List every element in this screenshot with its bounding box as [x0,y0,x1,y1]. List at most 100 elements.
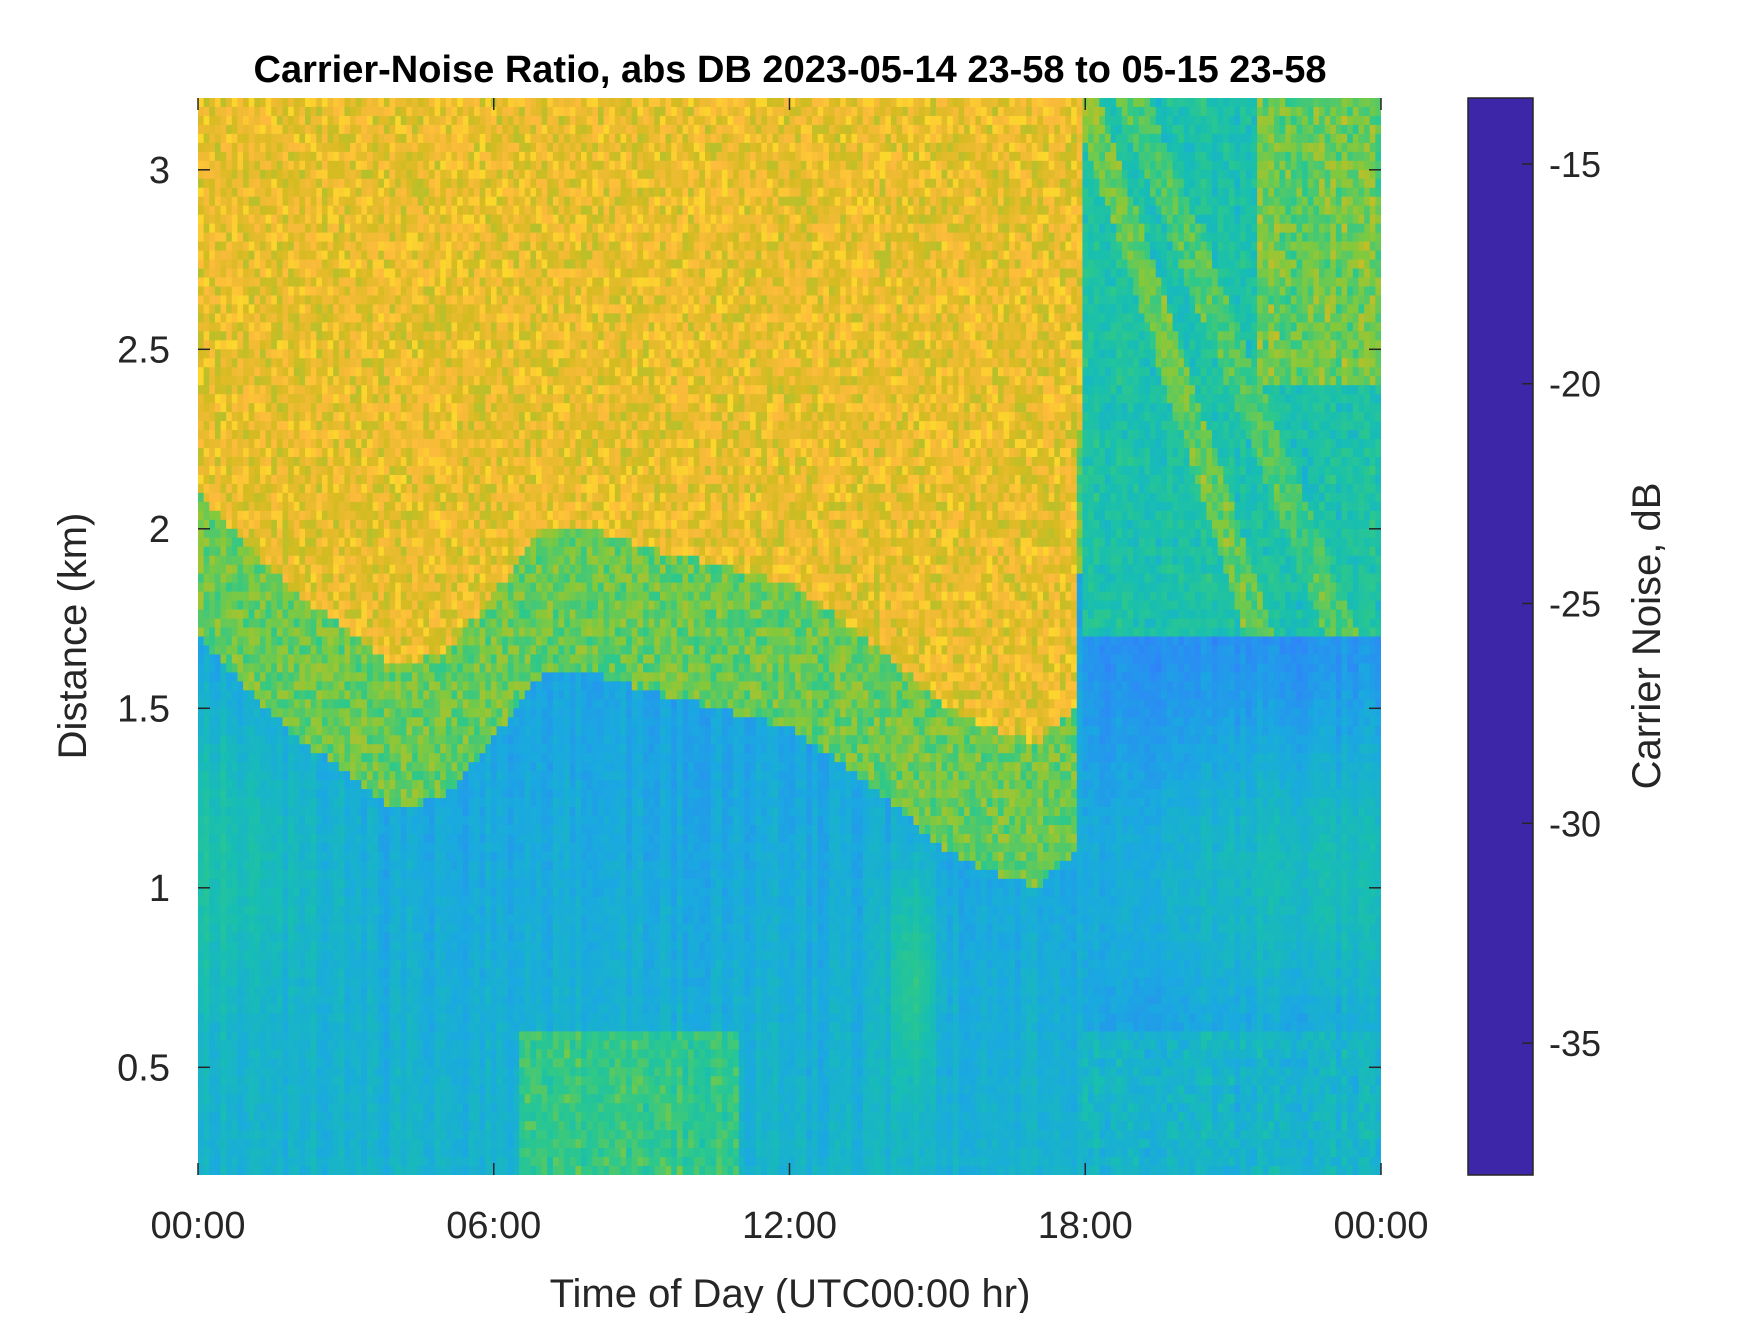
heatmap-cell [879,214,886,225]
heatmap-cell [1076,241,1084,252]
heatmap-cell [1352,205,1360,216]
heatmap-cell [485,241,492,252]
heatmap-cell [1059,214,1067,225]
heatmap-cell [513,277,520,288]
heatmap-cell [220,196,227,207]
heatmap-cell [924,259,931,270]
heatmap-cell [688,295,695,306]
heatmap-cell [643,142,650,153]
heatmap-cell [355,304,362,314]
heatmap-cell [288,178,295,189]
heatmap-cell [750,142,757,153]
heatmap-cell [1161,250,1168,261]
heatmap-cell [462,286,469,297]
heatmap-cell [648,169,655,180]
heatmap-cell [1279,295,1286,306]
heatmap-cell [321,178,329,189]
heatmap-cell [1273,133,1281,144]
heatmap-cell [1364,196,1371,207]
heatmap-cell [935,205,943,216]
heatmap-cell [840,142,847,153]
heatmap-cell [468,142,475,153]
heatmap-cell [395,268,402,279]
heatmap-cell [372,187,379,198]
heatmap-cell [710,259,717,270]
heatmap-cell [485,124,492,135]
heatmap-cell [1257,124,1264,135]
heatmap-cell [952,277,960,288]
heatmap-cell [1290,205,1298,216]
heatmap-cell [828,223,836,234]
heatmap-cell [699,160,706,171]
heatmap-cell [1358,205,1365,216]
heatmap-cell [1375,241,1381,252]
heatmap-cell [1026,160,1033,171]
heatmap-cell [1048,151,1055,162]
heatmap-cell [907,205,915,216]
heatmap-cell [693,160,700,171]
heatmap-cell [1251,295,1258,306]
heatmap-cell [434,214,441,225]
heatmap-cell [693,151,700,162]
heatmap-cell [558,259,565,270]
heatmap-cell [198,241,205,252]
heatmap-cell [896,160,903,171]
heatmap-cell [214,223,222,234]
heatmap-cell [1183,214,1191,225]
heatmap-cell [812,151,819,162]
heatmap-cell [1065,187,1072,198]
heatmap-cell [868,214,875,225]
heatmap-cell [434,98,441,108]
heatmap-cell [372,106,379,117]
heatmap-cell [834,106,841,117]
heatmap-cell [1121,98,1129,108]
heatmap-cell [896,205,903,216]
heatmap-cell [485,151,492,162]
heatmap-cell [637,178,644,189]
heatmap-cell [806,268,813,279]
heatmap-cell [1189,277,1196,288]
heatmap-cell [1076,205,1084,216]
heatmap-cell [952,214,960,225]
heatmap-cell [1217,196,1224,207]
heatmap-cell [1234,106,1241,117]
heatmap-cell [1155,178,1162,189]
heatmap-cell [406,286,413,297]
heatmap-cell [1217,232,1224,243]
heatmap-cell [1217,98,1224,108]
heatmap-cell [293,142,300,153]
heatmap-cell [935,169,943,180]
heatmap-cell [817,232,824,243]
heatmap-cell [1127,151,1134,162]
heatmap-cell [1375,187,1381,198]
heatmap-cell [1200,223,1207,234]
heatmap-cell [395,304,402,314]
heatmap-cell [226,223,233,234]
heatmap-cell [981,223,988,234]
heatmap-cell [964,295,971,306]
heatmap-cell [682,106,689,117]
heatmap-cell [485,187,492,198]
heatmap-cell [389,178,396,189]
heatmap-cell [1071,259,1078,270]
heatmap-cell [806,133,813,144]
heatmap-cell [772,196,779,207]
heatmap-cell [530,151,537,162]
heatmap-cell [350,250,357,261]
heatmap-cell [406,169,413,180]
heatmap-cell [451,286,458,297]
heatmap-cell [1166,151,1174,162]
heatmap-cell [1200,250,1207,261]
heatmap-cell [1054,214,1061,225]
heatmap-cell [913,250,920,261]
heatmap-cell [1026,304,1033,314]
heatmap-cell [243,241,250,252]
heatmap-cell [1206,241,1213,252]
heatmap-cell [1059,295,1067,306]
heatmap-cell [513,142,520,153]
heatmap-cell [975,106,982,117]
heatmap-cell [524,169,531,180]
heatmap-cell [1071,187,1078,198]
heatmap-cell [1206,160,1213,171]
heatmap-cell [750,277,757,288]
